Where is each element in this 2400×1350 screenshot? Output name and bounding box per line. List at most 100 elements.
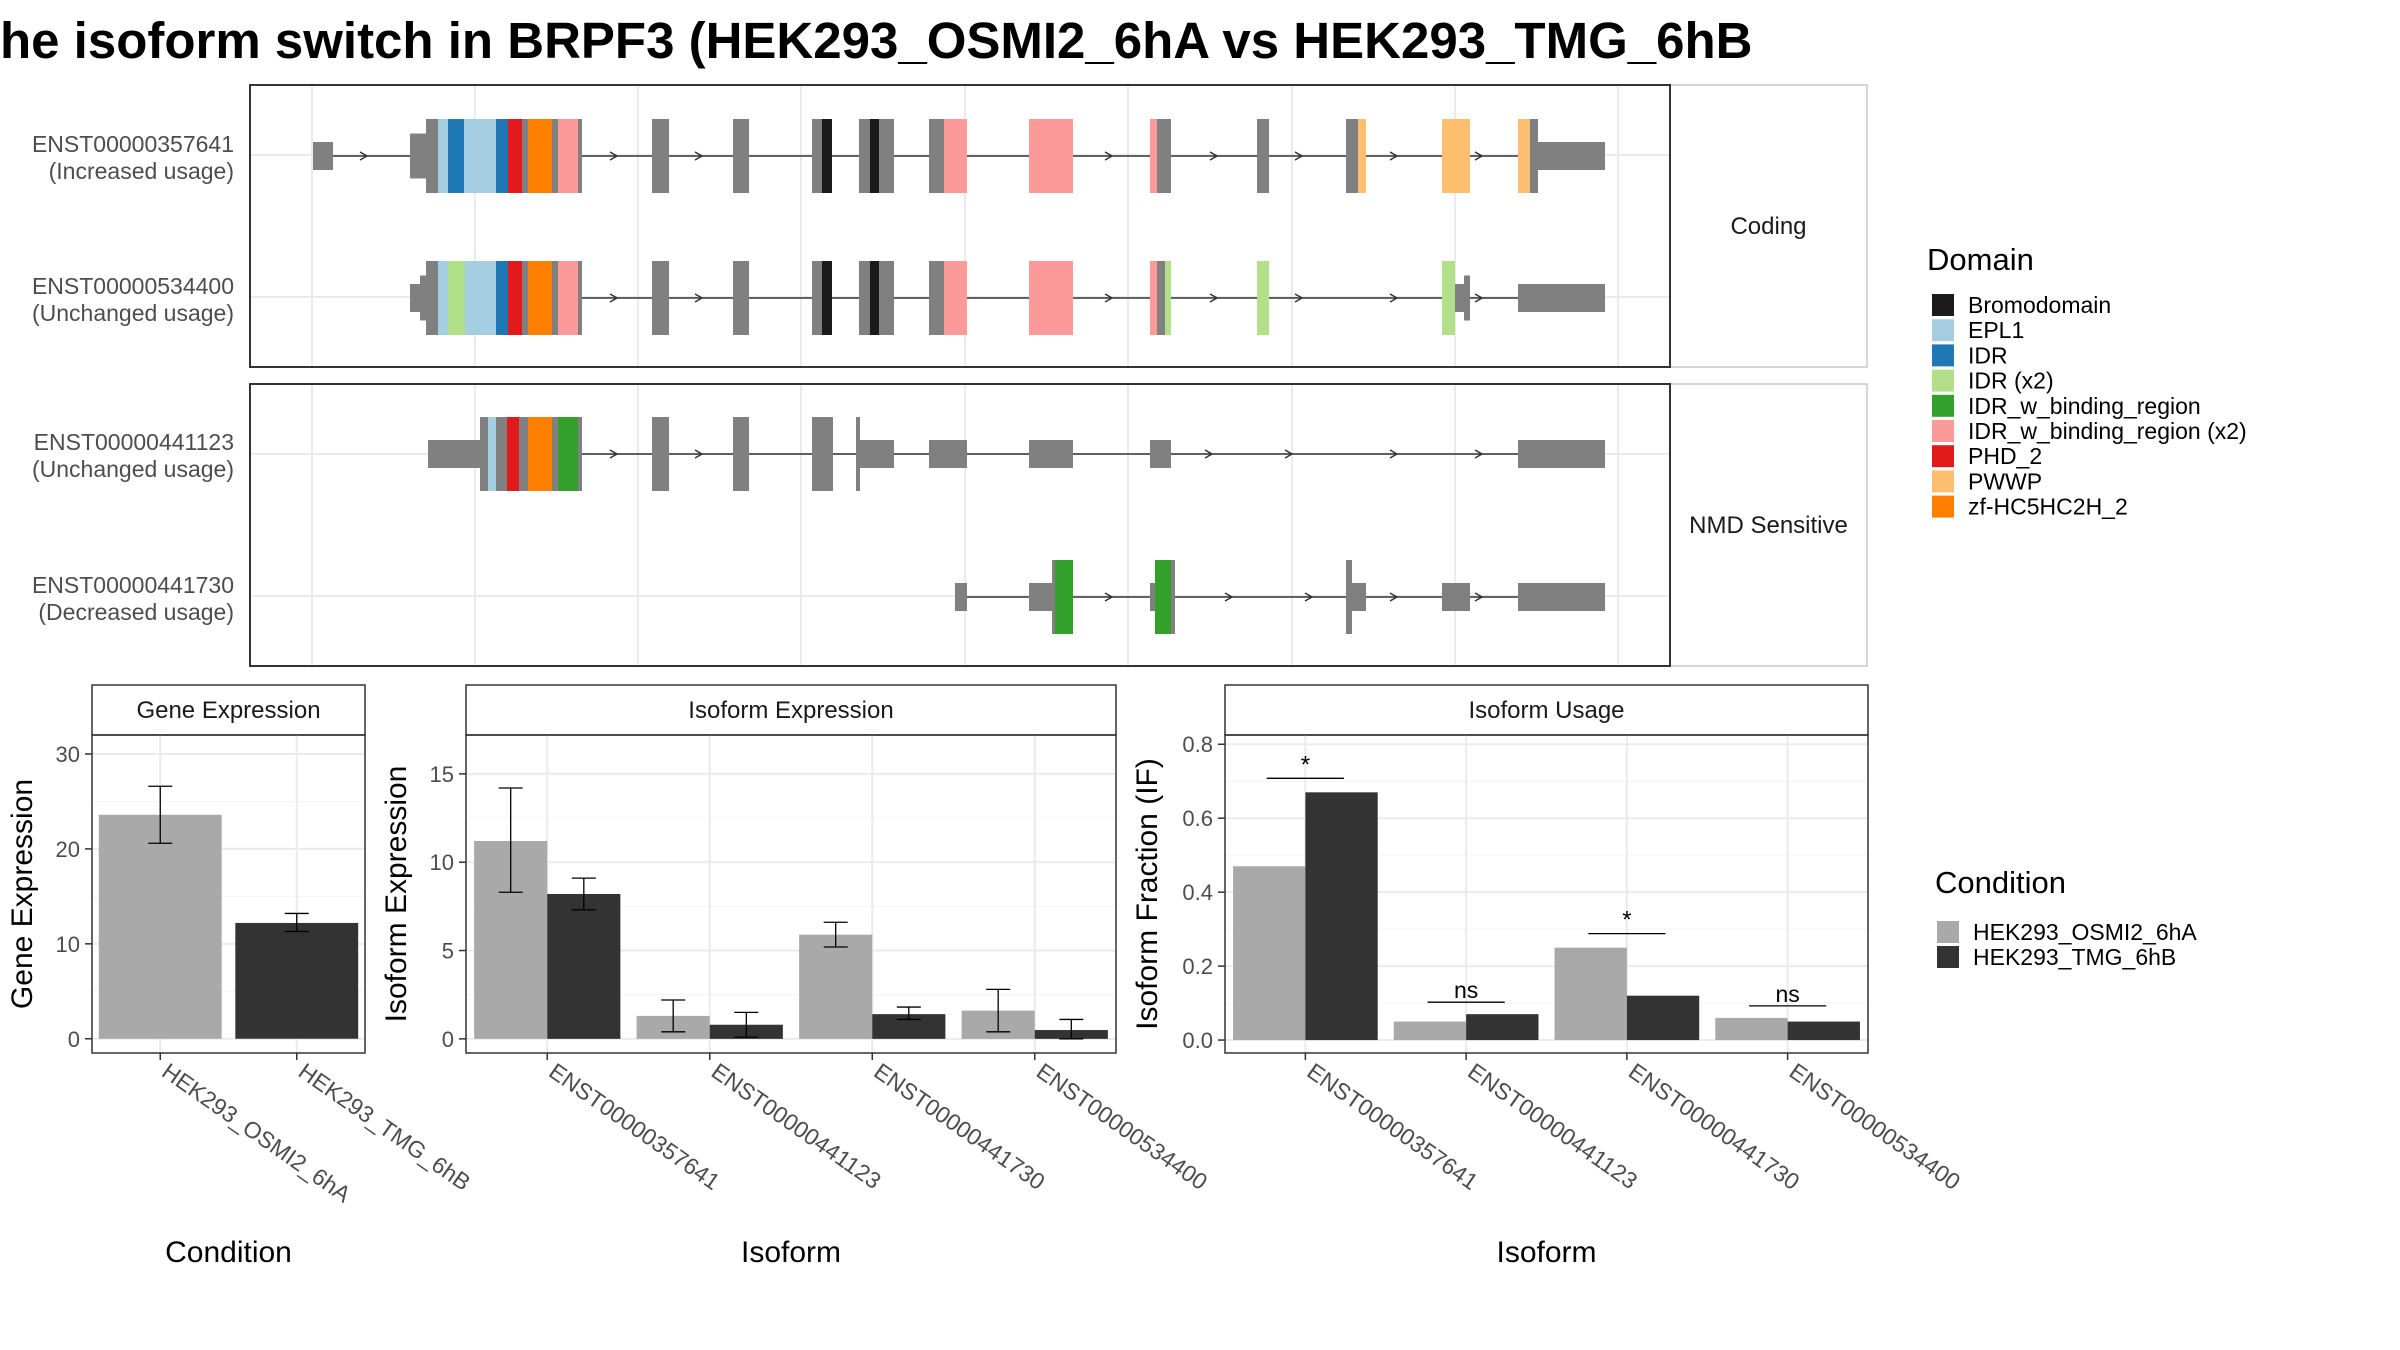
bar <box>1466 1014 1539 1041</box>
intron-arrow <box>1294 151 1304 161</box>
exon-block <box>733 261 749 335</box>
domain-block <box>448 261 465 335</box>
exon-block <box>812 261 822 335</box>
bar <box>547 894 621 1039</box>
exon-block <box>859 261 870 335</box>
domain-block <box>1358 119 1366 193</box>
exon-block <box>856 417 860 491</box>
exon-block <box>426 261 438 335</box>
legend-swatch-bromodomain <box>1932 294 1954 316</box>
domain-block <box>1518 119 1530 193</box>
domain-block <box>558 261 578 335</box>
legend-swatch-epl1 <box>1932 319 1954 342</box>
exon-block <box>1346 119 1358 193</box>
bar <box>1787 1021 1860 1041</box>
intron-arrow <box>1474 592 1484 602</box>
intron-arrow <box>1389 151 1399 161</box>
y-tick-label: 0.4 <box>1182 880 1213 905</box>
intron-arrow <box>1389 449 1399 459</box>
x-axis-title: Isoform <box>741 1236 841 1269</box>
condition-legend-title: Condition <box>1935 865 2066 900</box>
transcript-usage-label: (Increased usage) <box>49 158 234 184</box>
transcript-id-label: ENST00000534400 <box>32 273 234 299</box>
exon-block <box>1464 275 1470 321</box>
bar <box>799 934 873 1039</box>
structure-panel-border <box>249 84 1671 368</box>
exon-block <box>552 261 558 335</box>
exon-block <box>578 417 582 491</box>
legend-label: PHD_2 <box>1968 443 2042 469</box>
legend-label: EPL1 <box>1968 317 2024 343</box>
intron-arrow <box>694 449 704 459</box>
transcript-usage-label: (Unchanged usage) <box>32 300 234 326</box>
exon-block <box>1150 440 1171 468</box>
domain-block <box>465 261 496 335</box>
exon-block <box>420 275 426 321</box>
exon-block <box>552 417 558 491</box>
bar <box>98 814 222 1039</box>
domain-block <box>1165 261 1171 335</box>
intron-arrow <box>1284 449 1294 459</box>
x-tick-label: ENST00000534400 <box>1785 1058 1965 1195</box>
exon-block <box>426 119 438 193</box>
x-tick-label: ENST00000441730 <box>1624 1058 1804 1195</box>
panel-border <box>465 734 1117 1054</box>
y-tick-label: 10 <box>430 850 454 875</box>
y-tick-label: 5 <box>442 939 454 964</box>
intron-arrow <box>1209 151 1219 161</box>
legend-swatch-condition <box>1937 921 1959 943</box>
y-tick-label: 0.6 <box>1182 806 1213 831</box>
y-tick-label: 0 <box>442 1027 454 1052</box>
intron-arrow <box>1304 592 1314 602</box>
structure-panel-border <box>249 383 1671 667</box>
domain-block <box>870 261 879 335</box>
legend-swatch-idr-w-binding-region <box>1932 394 1954 417</box>
domain-block <box>507 417 519 491</box>
domain-block <box>1442 261 1455 335</box>
exon-block <box>410 284 420 312</box>
intron-arrow <box>609 449 619 459</box>
significance-label: * <box>1301 751 1310 778</box>
domain-legend-title: Domain <box>1927 242 2034 277</box>
panel-title: Isoform Expression <box>688 697 893 724</box>
legend-swatch-idr-w-binding-region-x2- <box>1932 420 1954 442</box>
exon-block <box>733 417 749 491</box>
intron-arrow <box>1104 592 1114 602</box>
exon-block <box>1538 142 1605 170</box>
exon-block <box>1029 440 1073 468</box>
figure-title: he isoform switch in BRPF3 (HEK293_OSMI2… <box>0 12 1752 69</box>
facet-strip <box>1669 383 1868 667</box>
panel-title: Gene Expression <box>136 697 320 724</box>
x-axis-title: Isoform <box>1496 1236 1596 1269</box>
exon-block <box>1150 583 1155 611</box>
panel-strip <box>91 684 366 736</box>
panel-border <box>1224 734 1869 1054</box>
domain-block <box>1150 119 1157 193</box>
facet-label-nmd-sensitive: NMD Sensitive <box>1689 512 1848 539</box>
exon-block <box>652 417 669 491</box>
panel-strip <box>465 684 1117 736</box>
domain-block <box>558 119 578 193</box>
domain-block <box>1055 560 1073 634</box>
intron-arrow <box>609 293 619 303</box>
exon-block <box>955 583 967 611</box>
legend-swatch-phd-2 <box>1932 445 1954 468</box>
bar <box>1626 995 1700 1041</box>
y-tick-label: 0.8 <box>1182 732 1213 757</box>
intron-arrow <box>1104 293 1114 303</box>
facet-label-coding: Coding <box>1730 213 1806 240</box>
legend-label: HEK293_TMG_6hB <box>1973 944 2176 970</box>
legend-label: IDR_w_binding_region (x2) <box>1968 418 2247 444</box>
exon-block <box>1052 560 1055 634</box>
exon-block <box>859 119 870 193</box>
y-tick-label: 10 <box>56 932 80 957</box>
domain-block <box>822 119 832 193</box>
exon-block <box>652 119 669 193</box>
facet-strip <box>1669 84 1868 368</box>
transcript-row-ENST00000534400 <box>410 261 1605 335</box>
transcript-usage-label: (Unchanged usage) <box>32 456 234 482</box>
exon-block <box>1346 560 1352 634</box>
exon-block <box>879 261 894 335</box>
exon-block <box>1171 560 1175 634</box>
isoform-expression-panel: Isoform Expression051015ENST00000357641E… <box>380 684 1212 1269</box>
